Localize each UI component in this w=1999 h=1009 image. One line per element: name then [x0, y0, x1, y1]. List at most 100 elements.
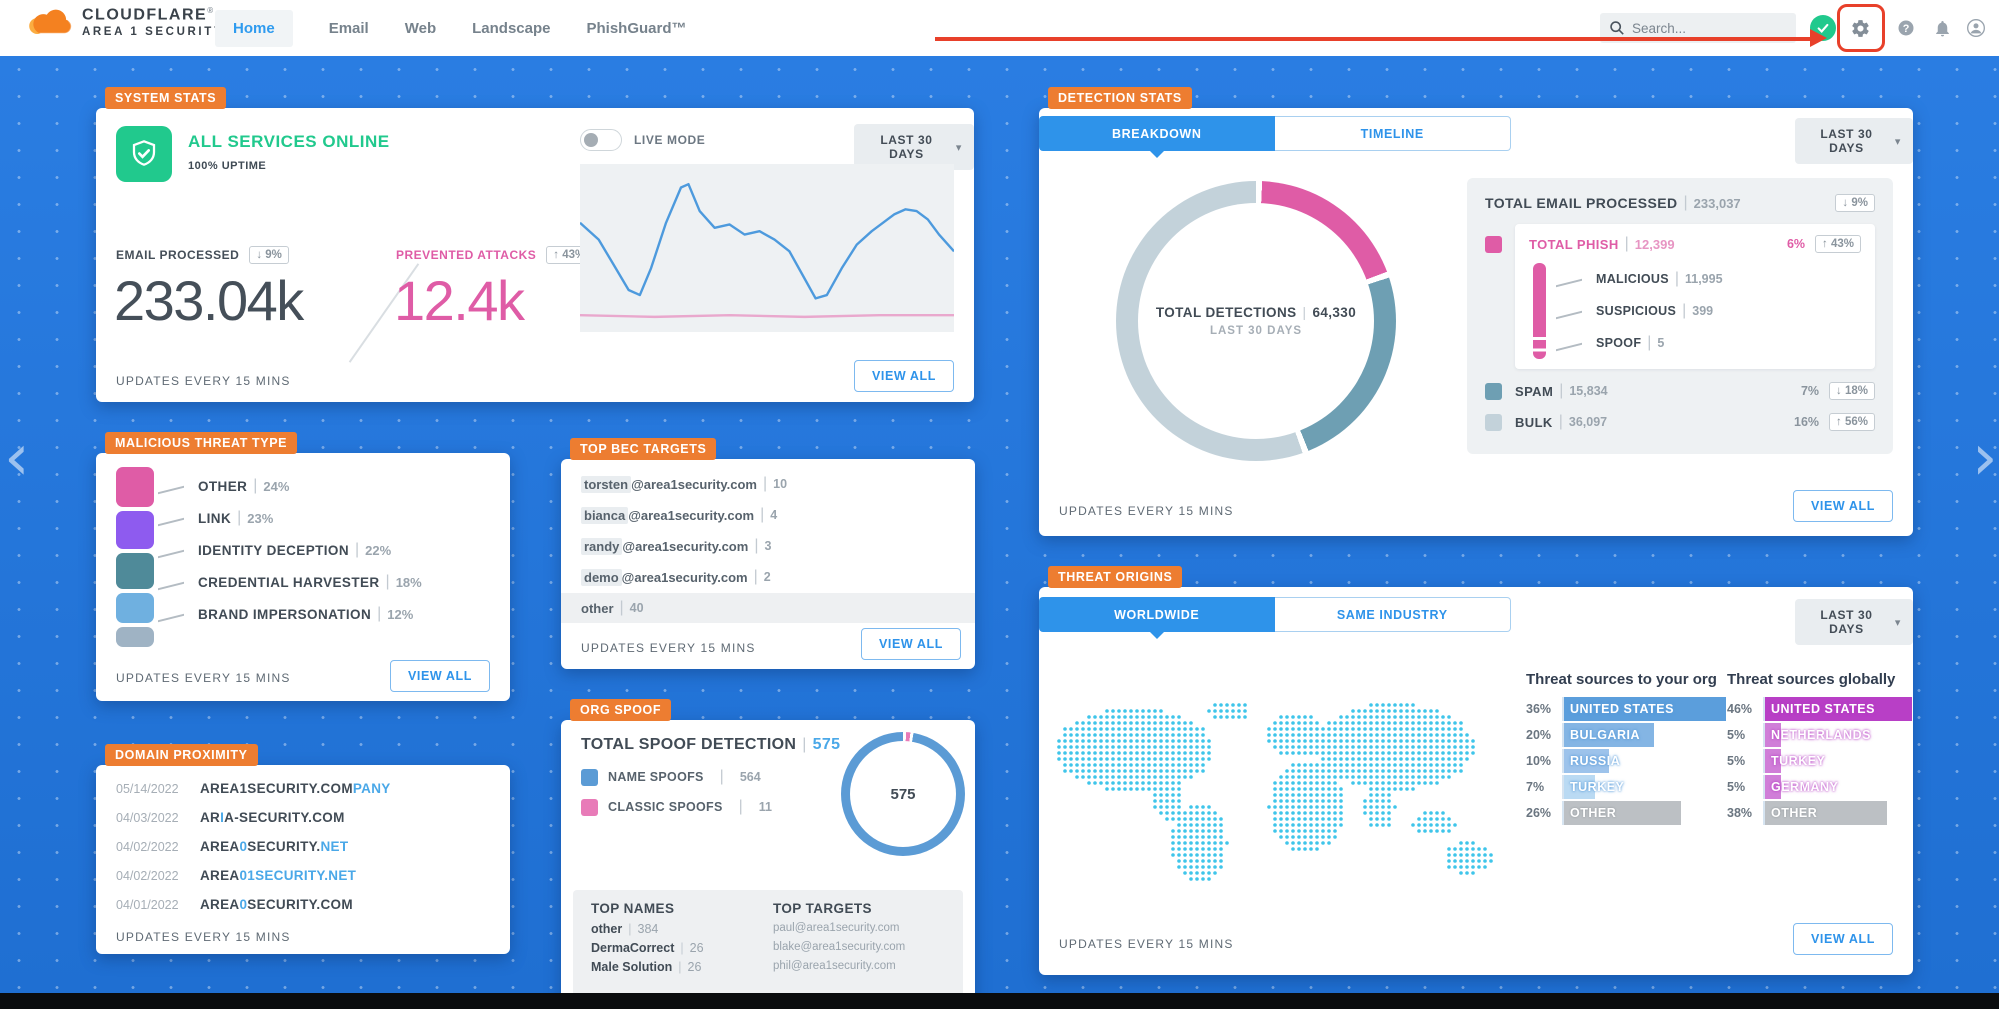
bec-row[interactable]: randy @area1security.com | 3 [561, 531, 975, 561]
tab-breakdown[interactable]: BREAKDOWN [1039, 116, 1275, 158]
nav-item-landscape[interactable]: Landscape [472, 19, 551, 37]
detection-range-dropdown[interactable]: LAST 30 DAYS ▾ [1795, 118, 1913, 164]
detection-tabs: BREAKDOWN TIMELINE [1039, 116, 1511, 158]
origin-row: 26% OTHER [1526, 801, 1681, 825]
nav-item-home[interactable]: Home [215, 9, 293, 47]
domain-updates-text: UPDATES EVERY 15 MINS [116, 930, 291, 944]
tab-worldwide[interactable]: WORLDWIDE [1039, 597, 1275, 639]
domain-row[interactable]: 05/14/2022 AREA1SECURITY.COMPANY [116, 781, 391, 796]
total-email-delta-badge: ↓ 9% [1835, 194, 1875, 212]
top-targets-title: TOP TARGETS [773, 901, 872, 916]
org-spoof-tag: ORG SPOOF [570, 699, 672, 721]
cloudflare-logo[interactable]: CLOUDFLARE® AREA 1 SECURITY [26, 6, 224, 38]
nav-item-web[interactable]: Web [404, 19, 437, 37]
origin-row: 5% NETHERLANDS [1727, 723, 1870, 747]
detection-updates-text: UPDATES EVERY 15 MINS [1059, 504, 1234, 518]
origins-view-all-button[interactable]: VIEW ALL [1792, 923, 1893, 955]
origin-row: 36% UNITED STATES [1526, 697, 1726, 721]
bec-view-all-button[interactable]: VIEW ALL [860, 628, 961, 660]
org-spoof-card: TOTAL SPOOF DETECTION | 575 NAME SPOOFS | 56… [561, 720, 975, 1007]
domain-row[interactable]: 04/02/2022 AREA01SECURITY.NET [116, 868, 357, 883]
top-nav-bar: CLOUDFLARE® AREA 1 SECURITY Home Email W… [0, 0, 1999, 56]
origins-updates-text: UPDATES EVERY 15 MINS [1059, 937, 1234, 951]
threat-origins-tag: THREAT ORIGINS [1048, 566, 1183, 588]
threat-bar-link [116, 511, 154, 549]
total-phish-value: 12,399 [1634, 236, 1675, 252]
origin-row: 46% UNITED STATES [1727, 697, 1912, 721]
connector-line [1556, 334, 1582, 352]
carousel-left-arrow[interactable]: ‹ [4, 421, 30, 495]
bec-row-other[interactable]: other | 40 [561, 593, 975, 623]
origin-row: 38% OTHER [1727, 801, 1887, 825]
donut-center-range: LAST 30 DAYS [1209, 325, 1303, 337]
settings-gear-icon[interactable] [1848, 16, 1872, 40]
classic-spoofs-swatch [581, 798, 598, 816]
domain-proximity-card: 05/14/2022 AREA1SECURITY.COMPANY 04/03/20… [96, 765, 510, 954]
detections-donut-chart: TOTAL DETECTIONS | 64,330 LAST 30 DAYS [1116, 181, 1396, 461]
help-icon[interactable]: ? [1894, 16, 1918, 40]
nav-item-phishguard[interactable]: PhishGuard™ [586, 19, 687, 37]
threat-type-row: BRAND IMPERSONATION | 12% [158, 604, 413, 624]
bec-updates-text: UPDATES EVERY 15 MINS [581, 641, 756, 655]
name-spoofs-swatch [581, 768, 598, 786]
threat-type-bars [116, 467, 154, 651]
bec-row[interactable]: torsten @area1security.com | 10 [561, 469, 975, 499]
threat-type-row: CREDENTIAL HARVESTER | 18% [158, 572, 422, 592]
annotation-highlight-box [1837, 4, 1885, 52]
origins-range-dropdown[interactable]: LAST 30 DAYS ▾ [1795, 599, 1913, 645]
connector-line [158, 573, 184, 591]
tab-same-industry[interactable]: SAME INDUSTRY [1274, 597, 1511, 632]
total-email-label: TOTAL EMAIL PROCESSED [1485, 195, 1678, 211]
global-sources-title: Threat sources globally [1727, 671, 1896, 688]
bec-row[interactable]: demo @area1security.com | 2 [561, 562, 975, 592]
dashboard-body: ‹ › SYSTEM STATS ALL SERVICES ONLINE 100… [0, 56, 1999, 1007]
domain-row[interactable]: 04/02/2022 AREA0SECURITY.NET [116, 839, 349, 854]
search-input[interactable] [1632, 20, 1782, 36]
total-email-value: 233,037 [1693, 195, 1741, 211]
nav-item-email[interactable]: Email [328, 19, 369, 37]
annotation-arrow-line [935, 37, 1812, 41]
total-phish-label: TOTAL PHISH [1529, 236, 1619, 252]
threat-type-view-all-button[interactable]: VIEW ALL [389, 660, 490, 692]
connector-line [158, 477, 184, 495]
email-processed-value: 233.04k [114, 269, 304, 332]
total-phish-percent: 6% [1786, 237, 1806, 251]
origin-row: 7% TURKEY [1526, 775, 1624, 799]
system-view-all-button[interactable]: VIEW ALL [853, 360, 954, 392]
threat-bar-brand-impersonation [116, 627, 154, 647]
phish-swatch [1485, 236, 1502, 253]
bottom-bar [0, 993, 1999, 1009]
system-stats-card: ALL SERVICES ONLINE 100% UPTIME LIVE MOD… [96, 108, 974, 402]
spam-swatch [1485, 382, 1502, 400]
notifications-bell-icon[interactable] [1930, 16, 1954, 40]
threat-bar-credential-harvester [116, 593, 154, 623]
threat-type-row: IDENTITY DECEPTION | 22% [158, 540, 391, 560]
live-mode-toggle[interactable] [580, 129, 622, 151]
uptime-text: 100% UPTIME [188, 160, 267, 172]
search-icon [1610, 21, 1624, 35]
detection-view-all-button[interactable]: VIEW ALL [1792, 490, 1893, 522]
system-range-dropdown[interactable]: LAST 30 DAYS ▾ [854, 124, 974, 170]
org-spoof-donut-center: 575 [890, 785, 916, 803]
carousel-right-arrow[interactable]: › [1972, 421, 1998, 495]
domain-row[interactable]: 04/01/2022 AREA0SECURITY.COM [116, 897, 353, 912]
origin-row: 5% GERMANY [1727, 775, 1838, 799]
cloudflare-cloud-icon [29, 9, 72, 34]
org-sources-title: Threat sources to your org [1526, 671, 1717, 688]
registered-mark: ® [207, 6, 215, 16]
chevron-down-icon: ▾ [955, 141, 962, 154]
connector-line [1556, 302, 1582, 320]
tab-timeline[interactable]: TIMELINE [1274, 116, 1511, 151]
bulk-delta-badge: ↑ 56% [1829, 413, 1875, 431]
top-target-row: phil@area1security.com [773, 960, 896, 972]
connector-line [1556, 270, 1582, 288]
bulk-swatch [1485, 413, 1502, 431]
user-account-icon[interactable] [1964, 16, 1988, 40]
connector-line [158, 509, 184, 527]
threat-bar-identity-deception [116, 553, 154, 589]
bec-row[interactable]: bianca @area1security.com | 4 [561, 500, 975, 530]
threat-type-updates-text: UPDATES EVERY 15 MINS [116, 671, 291, 685]
domain-row[interactable]: 04/03/2022 ARIA-SECURITY.COM [116, 810, 345, 825]
top-target-row: blake@area1security.com [773, 941, 906, 953]
